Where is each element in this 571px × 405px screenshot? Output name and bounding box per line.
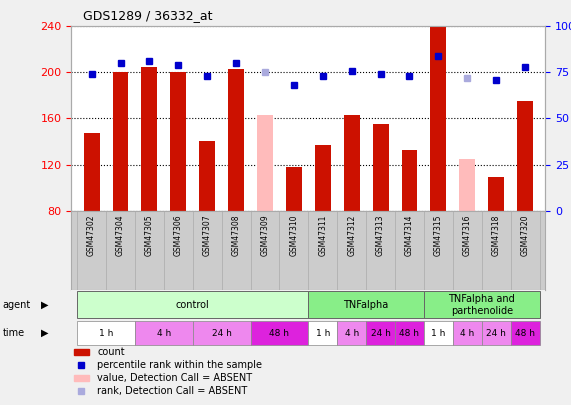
Text: GSM47318: GSM47318 — [492, 215, 501, 256]
Text: 1 h: 1 h — [316, 328, 330, 338]
Bar — [488, 177, 504, 211]
Bar — [286, 167, 302, 211]
FancyBboxPatch shape — [453, 321, 482, 345]
FancyBboxPatch shape — [308, 321, 337, 345]
Text: GSM47316: GSM47316 — [463, 215, 472, 256]
Text: 1 h: 1 h — [99, 328, 113, 338]
Bar — [344, 115, 360, 211]
FancyBboxPatch shape — [482, 321, 510, 345]
Bar — [401, 149, 417, 211]
Text: 24 h: 24 h — [486, 328, 506, 338]
Bar — [74, 375, 89, 381]
Text: 48 h: 48 h — [515, 328, 535, 338]
FancyBboxPatch shape — [337, 321, 366, 345]
Text: GSM47306: GSM47306 — [174, 215, 183, 256]
Text: percentile rank within the sample: percentile rank within the sample — [98, 360, 263, 370]
Text: value, Detection Call = ABSENT: value, Detection Call = ABSENT — [98, 373, 252, 383]
Text: agent: agent — [3, 300, 31, 310]
Bar — [112, 72, 128, 211]
FancyBboxPatch shape — [251, 321, 308, 345]
Bar — [431, 26, 447, 211]
Text: time: time — [3, 328, 25, 338]
Bar — [84, 133, 99, 211]
FancyBboxPatch shape — [424, 321, 453, 345]
FancyBboxPatch shape — [77, 291, 308, 318]
Text: 1 h: 1 h — [431, 328, 445, 338]
Text: TNFalpha and
parthenolide: TNFalpha and parthenolide — [448, 294, 515, 315]
Bar — [228, 69, 244, 211]
Text: GSM47309: GSM47309 — [260, 215, 270, 256]
Bar — [315, 145, 331, 211]
Text: GSM47305: GSM47305 — [145, 215, 154, 256]
Text: 24 h: 24 h — [371, 328, 391, 338]
Text: 48 h: 48 h — [270, 328, 289, 338]
Text: 4 h: 4 h — [156, 328, 171, 338]
Text: TNFalpha: TNFalpha — [344, 300, 389, 310]
Text: GSM47313: GSM47313 — [376, 215, 385, 256]
Text: control: control — [176, 300, 210, 310]
Text: GSM47311: GSM47311 — [318, 215, 327, 256]
Text: GSM47307: GSM47307 — [203, 215, 212, 256]
Text: GSM47308: GSM47308 — [232, 215, 240, 256]
Bar — [459, 159, 475, 211]
Text: 4 h: 4 h — [460, 328, 475, 338]
Bar — [517, 101, 533, 211]
Text: rank, Detection Call = ABSENT: rank, Detection Call = ABSENT — [98, 386, 248, 396]
Text: 4 h: 4 h — [344, 328, 359, 338]
Text: 48 h: 48 h — [400, 328, 420, 338]
Text: GSM47304: GSM47304 — [116, 215, 125, 256]
Text: ▶: ▶ — [41, 328, 49, 338]
Text: GSM47314: GSM47314 — [405, 215, 414, 256]
FancyBboxPatch shape — [135, 321, 193, 345]
Bar — [199, 141, 215, 211]
Text: 24 h: 24 h — [212, 328, 232, 338]
FancyBboxPatch shape — [193, 321, 251, 345]
Text: count: count — [98, 347, 125, 357]
Text: GSM47312: GSM47312 — [347, 215, 356, 256]
Text: GSM47310: GSM47310 — [289, 215, 299, 256]
Bar — [373, 124, 388, 211]
Bar — [257, 115, 273, 211]
Text: ▶: ▶ — [41, 300, 49, 310]
Bar — [142, 67, 158, 211]
FancyBboxPatch shape — [424, 291, 540, 318]
Text: GSM47302: GSM47302 — [87, 215, 96, 256]
FancyBboxPatch shape — [77, 321, 135, 345]
Bar — [74, 349, 89, 355]
Text: GSM47315: GSM47315 — [434, 215, 443, 256]
FancyBboxPatch shape — [510, 321, 540, 345]
FancyBboxPatch shape — [366, 321, 395, 345]
Text: GDS1289 / 36332_at: GDS1289 / 36332_at — [83, 9, 212, 22]
FancyBboxPatch shape — [395, 321, 424, 345]
Bar — [170, 72, 186, 211]
Text: GSM47320: GSM47320 — [521, 215, 529, 256]
FancyBboxPatch shape — [308, 291, 424, 318]
